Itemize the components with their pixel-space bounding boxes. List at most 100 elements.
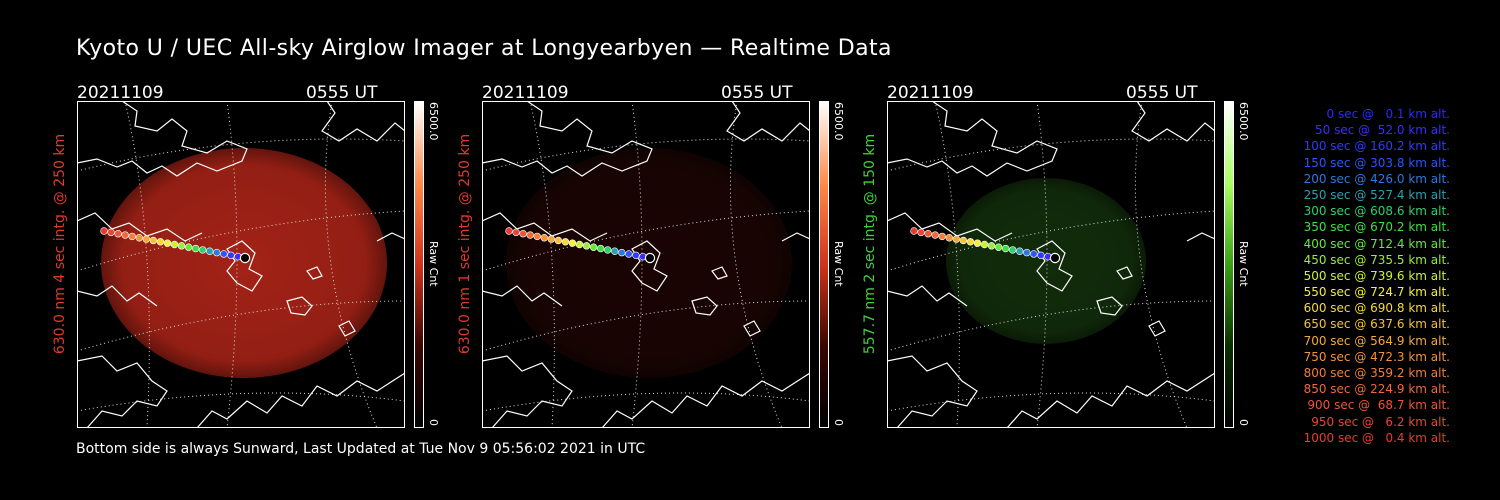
site-marker-icon: [644, 252, 656, 264]
trajectory-point: [632, 251, 640, 260]
trajectory-point: [1008, 246, 1017, 254]
footer-status: Bottom side is always Sunward, Last Upda…: [76, 441, 646, 457]
coastline: [887, 101, 1058, 177]
lat-lon-grid-line: [77, 392, 405, 412]
trajectory-legend-row: 650 sec @ 637.6 km alt.: [1303, 317, 1450, 332]
lat-lon-grid-line: [934, 101, 960, 428]
trajectory-point: [618, 248, 626, 257]
trajectory-point: [589, 243, 598, 251]
trajectory-point: [931, 231, 939, 239]
panel-2-colorbar-unit: Raw Cnt: [832, 241, 845, 287]
trajectory-point: [519, 230, 527, 238]
panel-2-colorbar-max: 6500.0: [832, 102, 845, 141]
trajectory-point: [128, 232, 136, 241]
coastline: [691, 296, 718, 316]
coastline: [321, 101, 405, 142]
trajectory-point: [547, 235, 556, 243]
trajectory-point: [227, 251, 235, 260]
coastline: [306, 266, 323, 280]
trajectory-point: [135, 234, 143, 242]
coastline: [743, 320, 761, 337]
panel-2-colorbar-min: 0: [832, 419, 845, 426]
trajectory-legend-row: 300 sec @ 608.6 km alt.: [1303, 204, 1450, 219]
trajectory-legend: 0 sec @ 0.1 km alt. 50 sec @ 52.0 km alt.…: [1262, 106, 1450, 446]
coastline: [887, 212, 1013, 242]
trajectory-point: [505, 227, 513, 235]
trajectory-legend-row: 900 sec @ 68.7 km alt.: [1307, 398, 1450, 413]
coastline: [77, 101, 248, 177]
panel-2-colorbar: [819, 101, 829, 428]
trajectory-point: [1037, 251, 1045, 260]
site-marker-icon: [239, 252, 251, 264]
coastline: [1116, 266, 1133, 280]
trajectory-point: [149, 236, 158, 245]
trajectory-point: [945, 234, 953, 242]
trajectory-point: [512, 228, 520, 237]
trajectory-point: [184, 243, 193, 251]
coastline: [887, 285, 968, 307]
site-marker-icon: [1049, 252, 1061, 264]
trajectory-point: [980, 240, 989, 249]
trajectory-point: [910, 227, 918, 235]
coastline: [887, 355, 978, 428]
trajectory-point: [966, 238, 975, 246]
trajectory-point: [540, 234, 548, 242]
lat-lon-grid-line: [77, 138, 405, 172]
panel-1-colorbar: [414, 101, 424, 428]
trajectory-legend-row: 700 sec @ 564.9 km alt.: [1303, 333, 1450, 348]
trajectory-point: [917, 228, 925, 237]
trajectory-point: [596, 244, 605, 253]
panel-1-colorbar-max: 6500.0: [427, 102, 440, 141]
trajectory-point: [568, 239, 577, 247]
trajectory-point: [121, 231, 129, 239]
panel-2-allsky-image: [482, 101, 810, 428]
lat-lon-grid-line: [631, 101, 643, 428]
trajectory-legend-row: 450 sec @ 735.5 km alt.: [1303, 252, 1450, 267]
trajectory-point: [526, 231, 534, 239]
trajectory-point: [114, 230, 122, 238]
trajectory-point: [994, 243, 1003, 251]
panel-3-date: 20211109: [887, 83, 974, 103]
panel-1-date: 20211109: [77, 83, 164, 103]
trajectory-point: [1001, 244, 1010, 253]
trajectory-point: [952, 235, 961, 243]
panel-1-colorbar-min: 0: [427, 419, 440, 426]
panel-1-colorbar-unit: Raw Cnt: [427, 241, 440, 287]
trajectory-legend-row: 600 sec @ 690.8 km alt.: [1303, 301, 1450, 316]
trajectory-legend-row: 550 sec @ 724.7 km alt.: [1303, 285, 1450, 300]
trajectory-point: [198, 246, 207, 254]
trajectory-point: [987, 242, 996, 250]
coastline: [286, 296, 313, 316]
trajectory-legend-row: 150 sec @ 303.8 km alt.: [1303, 155, 1450, 170]
trajectory-point: [1030, 250, 1038, 258]
trajectory-point: [163, 239, 172, 247]
trajectory-legend-row: 850 sec @ 224.9 km alt.: [1303, 382, 1450, 397]
trajectory-point: [213, 248, 221, 257]
coastline: [1148, 320, 1166, 337]
panel-frame: [77, 101, 405, 428]
trajectory-point: [938, 232, 946, 241]
trajectory-legend-row: 500 sec @ 739.6 km alt.: [1303, 268, 1450, 283]
trajectory-point: [582, 242, 591, 250]
trajectory-legend-row: 200 sec @ 426.0 km alt.: [1303, 171, 1450, 186]
trajectory-point: [1023, 248, 1031, 257]
trajectory-point: [924, 230, 932, 238]
coastline: [1131, 101, 1215, 142]
coastline: [1096, 296, 1123, 316]
panel-frame: [482, 101, 810, 428]
coastline: [77, 212, 203, 242]
trajectory-legend-row: 250 sec @ 527.4 km alt.: [1303, 187, 1450, 202]
lat-lon-grid-line: [482, 210, 810, 272]
trajectory-point: [107, 228, 115, 237]
trajectory-point: [156, 238, 165, 246]
lat-lon-grid-line: [77, 210, 405, 272]
coastline: [482, 285, 563, 307]
lat-lon-grid-line: [529, 101, 555, 428]
coastline: [376, 232, 405, 242]
trajectory-point: [533, 232, 541, 241]
trajectory-legend-row: 400 sec @ 712.4 km alt.: [1303, 236, 1450, 251]
coastline: [726, 101, 810, 142]
trajectory-point: [561, 238, 570, 246]
coastline: [77, 285, 158, 307]
lat-lon-grid-line: [1036, 101, 1048, 428]
